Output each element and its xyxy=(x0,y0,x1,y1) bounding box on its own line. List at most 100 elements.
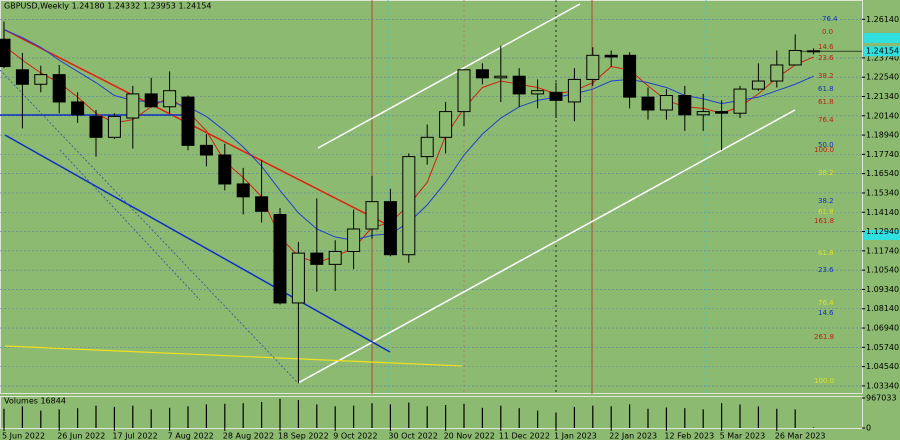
candle-body xyxy=(659,95,673,111)
y-tick-label: 1.08140 xyxy=(866,304,899,313)
volume-tick-label: 967033 xyxy=(866,394,897,403)
candle-body xyxy=(126,93,140,119)
candle-body xyxy=(328,250,342,265)
fibo-label: 161.8 xyxy=(814,217,834,225)
candle-body xyxy=(89,115,103,138)
highlight-box xyxy=(864,230,900,240)
candle-body xyxy=(715,111,729,114)
fibo-label: 38.2 xyxy=(818,169,834,177)
x-tick-label: 30 Oct 2022 xyxy=(388,432,437,440)
x-tick-label: 7 Aug 2022 xyxy=(168,432,214,440)
candle-body xyxy=(34,74,48,85)
candle-body xyxy=(494,75,508,79)
fibo-label: 100.0 xyxy=(814,146,834,154)
fibo-label: 76.4 xyxy=(822,15,838,23)
fibo-label: 61.8 xyxy=(818,249,834,257)
volumes xyxy=(3,398,815,428)
x-tick-label: 26 Jun 2022 xyxy=(57,432,105,440)
axis: 1.26140 1.23740 1.22540 1.21340 1.20140 1.189… xyxy=(2,15,900,440)
fibo-label: 38.2 xyxy=(818,197,834,205)
candle-body xyxy=(475,69,489,79)
candle-body xyxy=(255,196,269,212)
candle-body xyxy=(0,38,11,68)
candle-body xyxy=(586,54,600,80)
candle-body xyxy=(273,214,287,304)
fibo-label: 14.6 xyxy=(818,43,834,51)
candle-body xyxy=(788,49,802,66)
candle-body xyxy=(604,54,618,58)
candle-body xyxy=(163,90,177,108)
candle-body xyxy=(383,201,397,256)
fibo-label: 61.8 xyxy=(818,98,834,106)
x-tick-label: 20 Nov 2022 xyxy=(444,432,495,440)
candle-body xyxy=(144,93,158,108)
y-tick-label: 1.18940 xyxy=(866,131,899,140)
channel-line xyxy=(297,109,796,384)
fibo-label: 61.8 xyxy=(818,208,834,216)
candle-body xyxy=(567,78,581,103)
volume-panel xyxy=(0,396,863,429)
last-price-box xyxy=(864,46,900,57)
fibo-label: 23.6 xyxy=(818,266,834,274)
x-tick-label: 5 Mar 2023 xyxy=(720,432,766,440)
y-tick-label: 1.05740 xyxy=(866,343,899,352)
candle-body xyxy=(770,64,784,82)
candle-body xyxy=(512,75,526,95)
candle-body xyxy=(420,136,434,158)
x-tick-label: 17 Jul 2022 xyxy=(112,432,157,440)
x-tick-label: 12 Feb 2023 xyxy=(664,432,714,440)
candle-body xyxy=(623,54,637,98)
candle-body xyxy=(181,96,195,146)
y-tick-label: 1.06940 xyxy=(866,324,899,333)
channel-line xyxy=(0,69,299,384)
candle-body xyxy=(531,90,545,95)
y-tick-label: 1.15340 xyxy=(866,188,899,197)
fibo-label: 50.0 xyxy=(818,141,834,149)
y-tick-label: 1.23740 xyxy=(866,53,899,62)
x-tick-label: 9 Oct 2022 xyxy=(333,432,377,440)
volume-title: Volumes 16844 xyxy=(4,397,66,406)
level-line xyxy=(4,345,463,367)
trend-line xyxy=(4,134,391,353)
candle-body xyxy=(678,95,692,116)
x-tick-label: 22 Jan 2023 xyxy=(609,432,657,440)
candle-body xyxy=(733,88,747,114)
fibo-label: 38.2 xyxy=(818,72,834,80)
fibo-labels: 76.4 0.0 14.6 23.6 38.2 61.8 61.8 76.4 50.0100.0… xyxy=(814,15,838,385)
trend-line xyxy=(4,29,391,227)
candle-body xyxy=(107,115,121,138)
y-tick-label: 1.22540 xyxy=(866,73,899,82)
candle-body xyxy=(15,69,29,85)
y-tick-label: 1.09340 xyxy=(866,285,899,294)
y-tick-label: 1.20140 xyxy=(866,111,899,120)
fibo-label: 0.0 xyxy=(822,28,833,36)
y-tick-label: 1.03340 xyxy=(866,381,899,390)
candle-body xyxy=(402,156,416,256)
y-tick-label: 1.10540 xyxy=(866,266,899,275)
x-tick-label: 1 Jan 2023 xyxy=(554,432,597,440)
fibo-label: 261.8 xyxy=(814,333,834,341)
chart-title: GBPUSD,Weekly 1.24180 1.24332 1.23953 1.… xyxy=(4,2,212,11)
channel-line xyxy=(317,3,581,149)
last-price-label: 1.24154 xyxy=(866,47,899,56)
candle-body xyxy=(457,69,471,113)
y-tick-label: 1.04540 xyxy=(866,362,899,371)
candle-body xyxy=(347,228,361,252)
x-tick-label: 5 Jun 2022 xyxy=(2,432,45,440)
candle-body xyxy=(218,154,232,185)
y-tick-label: 1.14140 xyxy=(866,208,899,217)
candle-body xyxy=(310,252,324,265)
candle-body xyxy=(549,91,563,101)
candle-body xyxy=(365,201,379,230)
y-tick-label: 1.12940 xyxy=(866,227,899,236)
candle-body xyxy=(439,111,453,138)
fibo-label: 14.6 xyxy=(818,309,834,317)
y-tick-label: 1.16540 xyxy=(866,169,899,178)
x-tick-label: 18 Sep 2022 xyxy=(278,432,329,440)
highlight-box xyxy=(864,33,900,43)
candle-body xyxy=(696,111,710,116)
fibo-label: 76.4 xyxy=(818,299,834,307)
y-tick-label: 1.26140 xyxy=(866,15,899,24)
